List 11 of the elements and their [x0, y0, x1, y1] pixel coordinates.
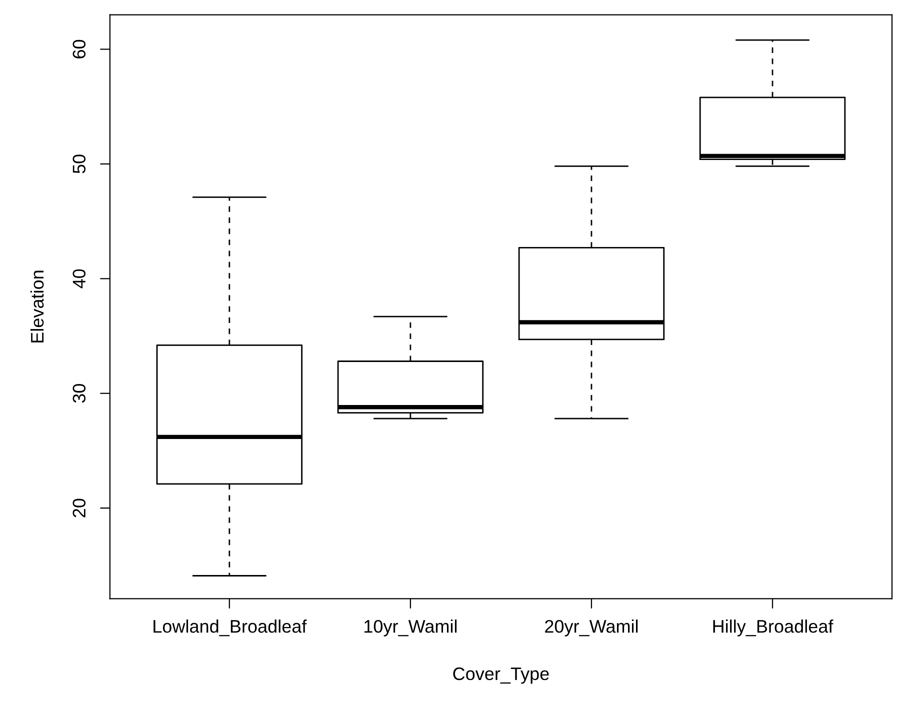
y-tick-label: 40 [72, 269, 86, 288]
x-axis-title: Cover_Type [453, 667, 549, 684]
x-tick-label: Hilly_Broadleaf [713, 620, 834, 636]
y-axis-title: Elevation [30, 270, 44, 342]
x-tick-label: Lowland_Broadleaf [154, 620, 307, 636]
y-tick-label: 50 [72, 154, 86, 174]
y-tick-label: 60 [72, 40, 86, 58]
x-tick-label: 10yr_Wamil [364, 620, 457, 636]
x-tick-label: 20yr_Wamil [545, 620, 638, 636]
y-tick-label: 30 [72, 384, 86, 403]
y-tick-label: 20 [72, 498, 86, 518]
